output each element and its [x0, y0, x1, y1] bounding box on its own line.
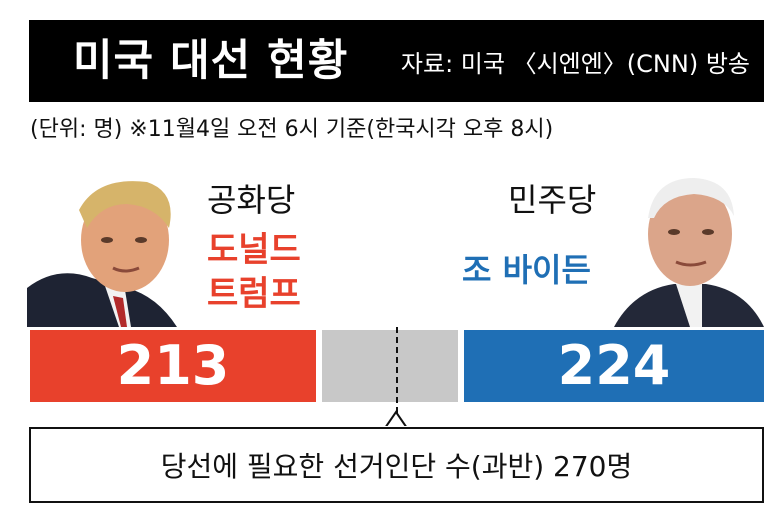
electoral-vote-bar: 213 224 — [30, 330, 764, 402]
republican-party-label: 공화당 — [207, 181, 296, 219]
unit-note: (단위: 명) ※11월4일 오전 6시 기준(한국시각 오후 8시) — [30, 117, 554, 142]
majority-callout: 당선에 필요한 선거인단 수(과반) 270명 — [29, 427, 764, 503]
trump-portrait — [27, 170, 177, 327]
democrat-party-label: 민주당 — [508, 181, 597, 219]
source-credit: 자료: 미국 〈시엔엔〉(CNN) 방송 — [400, 50, 750, 78]
republican-candidate-name: 도널드 트럼프 — [207, 230, 301, 314]
republican-bar: 213 — [30, 330, 316, 402]
republican-votes-label: 213 — [116, 334, 230, 397]
page-title: 미국 대선 현황 — [73, 36, 349, 86]
biden-portrait — [614, 170, 764, 327]
democrat-candidate-name: 조 바이든 — [462, 251, 591, 289]
majority-marker-line — [396, 327, 398, 413]
undecided-bar — [322, 330, 458, 402]
header-banner: 미국 대선 현황 자료: 미국 〈시엔엔〉(CNN) 방송 — [29, 20, 764, 102]
majority-callout-text: 당선에 필요한 선거인단 수(과반) 270명 — [160, 450, 633, 483]
democrat-bar: 224 — [464, 330, 764, 402]
democrat-votes-label: 224 — [557, 334, 671, 397]
